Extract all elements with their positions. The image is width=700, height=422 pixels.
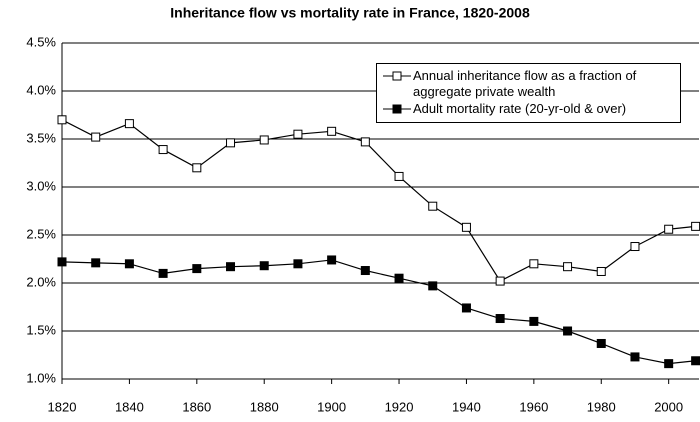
data-point — [293, 129, 303, 139]
x-tick-label: 2000 — [654, 399, 683, 414]
y-tick-label: 2.0% — [26, 274, 56, 289]
legend-marker — [392, 71, 402, 81]
data-point — [691, 221, 700, 231]
data-point — [192, 163, 202, 173]
x-tick-label: 1820 — [48, 399, 77, 414]
y-tick-label: 3.5% — [26, 130, 56, 145]
data-point — [394, 273, 404, 283]
x-tick-label: 1880 — [250, 399, 279, 414]
x-tick-label: 1920 — [385, 399, 414, 414]
data-point — [259, 261, 269, 271]
data-point — [91, 258, 101, 268]
series-line — [61, 119, 696, 282]
data-point — [124, 259, 134, 269]
data-point — [461, 303, 471, 313]
legend: Annual inheritance flow as a fraction of… — [376, 63, 681, 123]
legend-entry: Adult mortality rate (20-yr-old & over) — [381, 101, 678, 117]
data-point — [691, 356, 700, 366]
data-point — [192, 264, 202, 274]
y-tick-label: 4.5% — [26, 34, 56, 49]
data-point — [495, 314, 505, 324]
legend-swatch — [383, 71, 411, 81]
data-point — [563, 326, 573, 336]
data-point — [394, 171, 404, 181]
data-point — [158, 268, 168, 278]
data-point — [630, 242, 640, 252]
x-tick-label: 1940 — [452, 399, 481, 414]
chart-title: Inheritance flow vs mortality rate in Fr… — [170, 5, 530, 21]
data-point — [495, 276, 505, 286]
legend-swatch — [383, 104, 411, 114]
data-point — [158, 145, 168, 155]
data-point — [360, 266, 370, 276]
data-point — [664, 224, 674, 234]
x-tick-label: 1840 — [115, 399, 144, 414]
y-tick-label: 1.0% — [26, 370, 56, 385]
x-tick-label: 1980 — [587, 399, 616, 414]
data-point — [91, 132, 101, 142]
data-point — [563, 262, 573, 272]
data-point — [124, 119, 134, 129]
data-point — [428, 201, 438, 211]
data-point — [596, 266, 606, 276]
data-point — [293, 259, 303, 269]
y-tick-label: 4.0% — [26, 82, 56, 97]
data-point — [529, 259, 539, 269]
data-point — [327, 255, 337, 265]
y-tick-label: 1.5% — [26, 322, 56, 337]
data-point — [630, 352, 640, 362]
data-point — [226, 262, 236, 272]
legend-label: Annual inheritance flow as a fraction of… — [413, 68, 637, 99]
data-point — [226, 138, 236, 148]
series-line — [61, 259, 696, 365]
data-point — [428, 281, 438, 291]
x-tick-label: 1900 — [317, 399, 346, 414]
data-point — [529, 316, 539, 326]
y-tick-label: 3.0% — [26, 178, 56, 193]
data-point — [57, 257, 67, 267]
legend-marker — [392, 104, 402, 114]
data-point — [360, 137, 370, 147]
data-point — [259, 135, 269, 145]
x-tick-label: 1960 — [519, 399, 548, 414]
data-point — [461, 222, 471, 232]
x-tick-label: 1860 — [182, 399, 211, 414]
y-tick-label: 2.5% — [26, 226, 56, 241]
legend-label: Adult mortality rate (20-yr-old & over) — [413, 101, 627, 116]
data-point — [664, 359, 674, 369]
data-point — [57, 115, 67, 125]
data-point — [596, 338, 606, 348]
legend-entry: Annual inheritance flow as a fraction of… — [381, 68, 678, 100]
data-point — [327, 126, 337, 136]
